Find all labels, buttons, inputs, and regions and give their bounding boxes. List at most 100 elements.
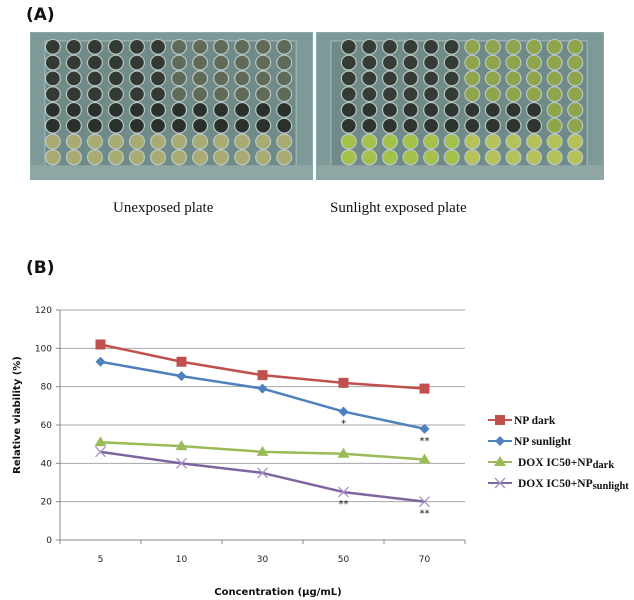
- plate-well: [381, 86, 398, 103]
- plate-well: [65, 117, 82, 134]
- plate-well: [86, 38, 103, 55]
- plate-well: [546, 101, 563, 118]
- series-dox-ic50-np-dark: [94, 436, 431, 464]
- plate-well: [170, 133, 188, 150]
- plate-well: [149, 54, 167, 71]
- data-point: [418, 453, 431, 464]
- plate-well: [44, 54, 61, 71]
- plate-well: [381, 70, 398, 87]
- plate-well: [192, 86, 209, 103]
- plate-well: [107, 149, 124, 166]
- plate-well: [525, 133, 543, 150]
- plate-well: [86, 101, 103, 118]
- plate-well: [361, 70, 378, 87]
- plate-well: [505, 117, 522, 134]
- x-axis-title: Concentration (µg/mL): [214, 587, 341, 598]
- plate-well: [255, 86, 272, 103]
- plate-well: [255, 149, 272, 166]
- significance-mark: **: [420, 509, 430, 520]
- plate-well: [65, 133, 82, 150]
- y-tick-label: 60: [41, 421, 53, 431]
- plate-well: [546, 133, 563, 150]
- axes: [56, 309, 466, 544]
- plate-well: [443, 38, 460, 55]
- plate-well: [65, 149, 82, 166]
- plate-well: [484, 101, 501, 118]
- plate-well: [192, 38, 209, 55]
- legend-label: DOX IC50+NPsunlight: [518, 478, 629, 492]
- plate-well: [44, 70, 61, 87]
- plate-well: [423, 117, 440, 134]
- plate-well: [128, 133, 146, 150]
- plate-well: [340, 133, 357, 150]
- plate-well: [546, 86, 563, 103]
- data-point: [338, 406, 349, 417]
- plate-well: [423, 86, 440, 103]
- plate-well: [443, 86, 460, 103]
- series-dox-ic50-np-sunlight: [95, 446, 430, 508]
- plate-well: [361, 54, 378, 71]
- plate-well: [340, 117, 357, 134]
- plate-well: [149, 86, 167, 103]
- plate-well: [525, 101, 543, 118]
- plate-well: [423, 38, 440, 55]
- x-marker-stroke: [338, 486, 349, 498]
- plate-well: [567, 101, 584, 118]
- series-np-dark: [95, 339, 430, 394]
- plate-well: [170, 54, 188, 71]
- plate-well: [213, 38, 230, 55]
- legend-label: NP dark: [514, 415, 556, 427]
- plate-well: [149, 117, 167, 134]
- series-line: [100, 450, 425, 503]
- plate-well: [107, 38, 124, 55]
- plate-well: [402, 101, 419, 118]
- data-point: [338, 377, 349, 388]
- plate-well: [381, 38, 398, 55]
- legend-marker: [494, 456, 506, 466]
- data-point: [419, 496, 430, 508]
- plate-well: [192, 101, 209, 118]
- plate-well: [107, 86, 124, 103]
- significance-markers: *******: [339, 419, 430, 520]
- data-point: [95, 356, 106, 367]
- plate-well: [505, 101, 522, 118]
- plate-well: [505, 54, 522, 71]
- plate-well: [128, 54, 146, 71]
- plate-well: [423, 101, 440, 118]
- plate-well: [567, 54, 584, 71]
- series-lines: [94, 339, 431, 508]
- plate-well: [65, 86, 82, 103]
- plate-well: [464, 149, 481, 166]
- plate-well: [381, 117, 398, 134]
- significance-mark: **: [339, 499, 349, 510]
- plate-well: [505, 86, 522, 103]
- data-point: [94, 436, 107, 447]
- legend-marker: [495, 415, 505, 425]
- plate-well: [340, 54, 357, 71]
- plate-well: [128, 38, 146, 55]
- legend-item: DOX IC50+NPsunlight: [488, 477, 629, 492]
- legend-item: NP dark: [488, 415, 556, 427]
- x-tick-label: 10: [176, 555, 188, 565]
- plate-well: [340, 86, 357, 103]
- plate-well: [213, 101, 230, 118]
- plate-well: [276, 54, 293, 71]
- data-point: [175, 440, 188, 451]
- plate-well: [234, 54, 251, 71]
- legend-item: DOX IC50+NPdark: [488, 456, 614, 471]
- data-point: [257, 383, 268, 394]
- plate-well: [65, 101, 82, 118]
- plate-well: [128, 149, 146, 166]
- plate-well: [423, 54, 440, 71]
- plate-well: [128, 101, 146, 118]
- x-marker-stroke: [95, 446, 106, 458]
- plate-well: [149, 38, 167, 55]
- data-point: [257, 370, 268, 381]
- plate-well: [213, 149, 230, 166]
- plate-well: [86, 70, 103, 87]
- plate-well: [361, 133, 378, 150]
- plate-well: [567, 86, 584, 103]
- plate-well: [65, 70, 82, 87]
- plate-well: [276, 117, 293, 134]
- plate-well: [567, 149, 584, 166]
